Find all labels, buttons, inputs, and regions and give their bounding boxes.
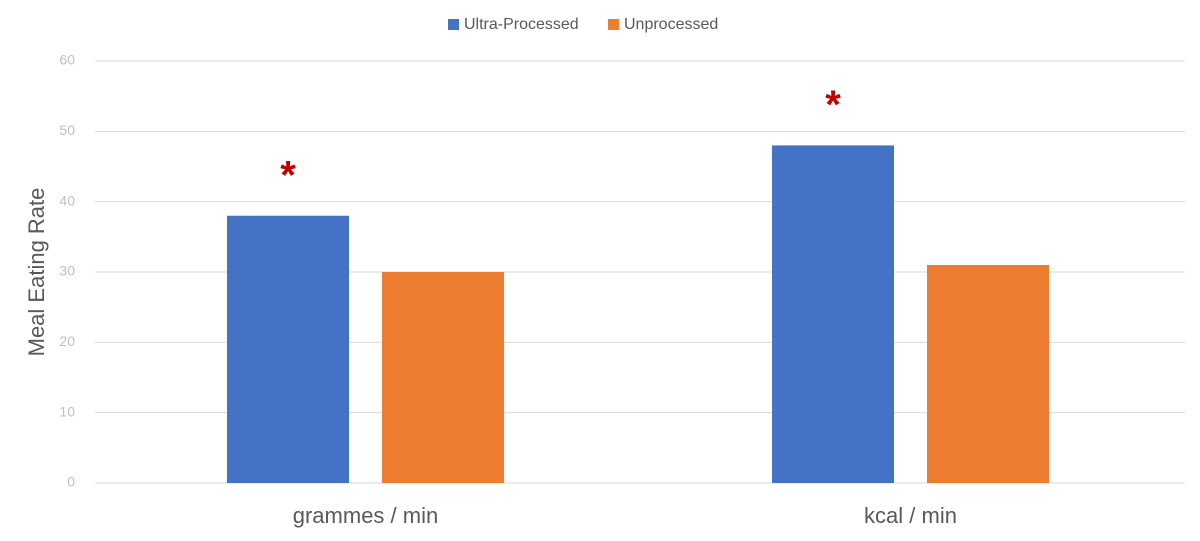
y-axis-label: Meal Eating Rate (24, 188, 49, 357)
bar (227, 215, 349, 483)
bar (382, 272, 504, 483)
y-tick-label: 30 (59, 263, 75, 279)
x-tick-label: kcal / min (864, 503, 957, 528)
legend-label: Unprocessed (624, 16, 718, 33)
significance-marker: * (825, 83, 841, 127)
significance-marker: * (280, 153, 296, 197)
legend-swatch (448, 19, 459, 30)
y-tick-label: 0 (67, 474, 75, 490)
y-tick-label: 10 (59, 403, 75, 419)
legend-swatch (608, 19, 619, 30)
bar (772, 145, 894, 483)
y-tick-label: 20 (59, 333, 75, 349)
y-tick-label: 40 (59, 192, 75, 208)
x-tick-label: grammes / min (293, 503, 438, 528)
y-tick-label: 60 (59, 52, 75, 68)
y-tick-label: 50 (59, 122, 75, 138)
legend-label: Ultra-Processed (464, 16, 579, 33)
bar (927, 264, 1049, 483)
